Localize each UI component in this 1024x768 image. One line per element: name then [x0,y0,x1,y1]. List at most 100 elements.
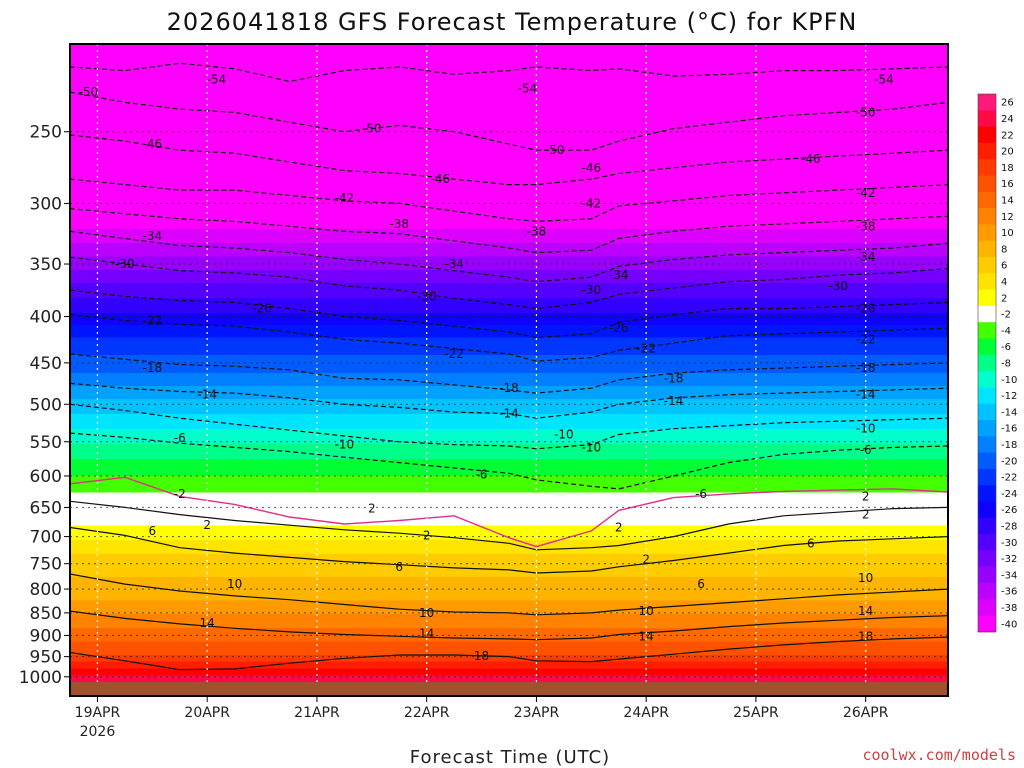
colorbar-label: -12 [1001,391,1017,402]
isotherm-label: 10 [858,571,873,585]
colorbar-swatch [978,305,996,323]
isotherm-label: -54 [207,73,227,87]
isotherm-label: -10 [856,422,876,436]
isotherm-label: -42 [582,196,602,210]
isotherm-label: -30 [417,289,437,303]
isotherm-line [70,610,948,641]
isotherm-line [70,573,948,616]
colorbar-swatch [978,452,996,470]
isotherm-label: 14 [858,604,873,618]
y-tick-label: 950 [30,648,62,668]
isotherm-label: -30 [828,279,848,293]
colorbar-swatch [978,159,996,176]
colorbar-swatch [978,485,996,502]
colorbar-label: -40 [1001,619,1017,630]
isotherm-label: -14 [856,388,876,402]
x-tick-label: 23APR [514,705,560,721]
isotherm-label: -10 [335,438,355,452]
colorbar-swatch [978,468,996,486]
colorbar-swatch [978,257,996,274]
isotherm-label: -38 [389,217,409,231]
isotherm-label: -38 [527,224,547,238]
y-tick-label: 700 [30,528,62,548]
x-tick-label: 26APR [843,705,889,721]
isotherm-label: 14 [200,616,215,630]
isotherm-label: -26 [856,302,876,316]
colorbar-swatch [978,289,996,307]
colorbar-swatch [978,354,996,372]
isotherm-label: 2 [642,552,650,566]
isotherm-label: -50 [856,105,876,119]
credit-link[interactable]: coolwx.com/models [862,746,1016,764]
colorbar-swatch [978,371,996,388]
colorbar-label: -2 [1001,310,1011,321]
colorbar-swatch [978,550,996,568]
x-tick-label: 22APR [404,705,450,721]
colorbar-swatch [978,517,996,535]
isotherm-label: 6 [395,560,403,574]
isotherm-label: -6 [860,443,872,457]
isotherm-label: 6 [807,536,815,550]
colorbar-swatch [978,534,996,551]
temperature-field [70,44,948,696]
colorbar-swatch [978,126,996,144]
colorbar-swatch [978,142,996,160]
isotherm-label: -6 [174,431,186,445]
colorbar-label: -10 [1001,375,1017,386]
colorbar-frame [977,93,997,633]
isotherm-line [70,134,948,186]
isotherm-label: 2 [862,489,870,503]
colorbar-swatch [978,191,996,209]
isotherm-line [70,526,948,574]
isotherm-line [70,91,948,151]
freezing-level-line [70,476,948,548]
isotherm-label: -46 [801,152,821,166]
colorbar-label: -34 [1001,570,1017,581]
isotherm-line [70,353,948,394]
y-tick-label: 450 [30,354,62,374]
isotherm-label: 18 [474,649,489,663]
isotherm-line [70,636,948,671]
colorbar-label: -8 [1001,358,1011,369]
isotherm-line [70,208,948,254]
isotherm-label: -46 [582,161,602,175]
isotherm-label: -26 [252,302,272,316]
isotherm-label: 14 [639,629,654,643]
isotherm-label: 2 [862,508,870,522]
colorbar-label: -24 [1001,489,1017,500]
y-tick-label: 1000 [19,668,62,688]
colorbar-swatch [978,224,996,242]
colorbar-label: 2 [1001,293,1007,304]
colorbar: 26 24 22 20 18 16 14 12 10 8 6 4 2 -2 -4 -6 -8 -10 -12 -14 -… [977,93,1017,633]
pressure-axis: 2503003504004505005506006507007508008509… [19,123,70,688]
isotherm-line [70,382,948,419]
colorbar-swatch [978,387,996,405]
y-tick-label: 550 [30,433,62,453]
chart-title: 2026041818 GFS Forecast Temperature (°C)… [167,8,858,36]
colorbar-label: 4 [1001,277,1007,288]
isotherm-label: -14 [499,407,519,421]
isotherm-label: -2 [174,487,186,501]
colorbar-swatch [978,338,996,356]
isotherm-label: 2 [368,502,376,516]
isotherm-line [70,403,948,450]
isotherm-label: 18 [858,629,873,643]
colorbar-label: -38 [1001,603,1017,614]
isotherm-label: 6 [148,524,156,538]
colorbar-label: -22 [1001,473,1017,484]
isotherm-label: -50 [545,143,565,157]
x-tick-label: 20APR [184,705,230,721]
isotherm-label: 10 [227,577,242,591]
isotherm-label: -50 [78,85,98,99]
colorbar-label: -4 [1001,326,1011,337]
isotherm-label: -26 [609,321,629,335]
isotherm-label: -30 [582,283,602,297]
isotherm-line [70,289,948,339]
isotherm-label: 2 [423,528,431,542]
colorbar-label: 8 [1001,244,1007,255]
y-tick-label: 500 [30,395,62,415]
x-tick-label: 24APR [623,705,669,721]
colorbar-label: -14 [1001,407,1017,418]
colorbar-swatch [978,208,996,225]
